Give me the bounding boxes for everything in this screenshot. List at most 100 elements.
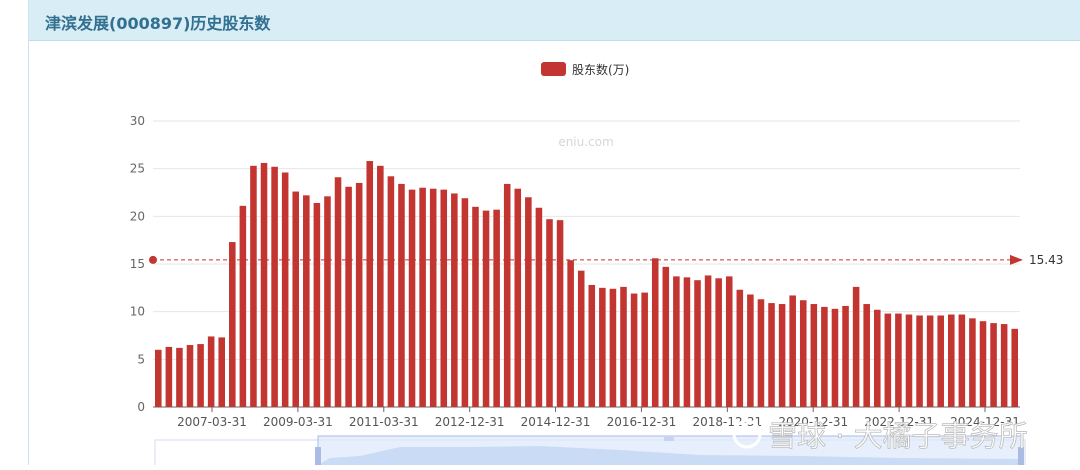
bar	[799, 300, 807, 407]
bar	[355, 182, 363, 407]
bar	[218, 337, 226, 407]
bar	[757, 299, 765, 407]
bar	[599, 287, 606, 407]
bar	[884, 313, 892, 407]
bar	[683, 277, 691, 407]
bar	[778, 304, 786, 407]
bar	[958, 314, 966, 407]
x-tick-label: 2020-12-31	[778, 415, 848, 429]
bar	[895, 313, 902, 407]
bar	[334, 177, 342, 407]
y-tick-label: 10	[130, 305, 145, 319]
bar	[990, 323, 997, 407]
y-tick-label: 20	[130, 209, 145, 223]
legend-label[interactable]: 股东数(万)	[572, 62, 629, 77]
datazoom-left-handle[interactable]	[315, 447, 321, 467]
bar	[937, 315, 944, 407]
bar	[588, 284, 596, 407]
bar	[852, 286, 860, 407]
bar	[1011, 328, 1018, 407]
bar	[482, 210, 490, 407]
bar	[673, 276, 680, 407]
x-tick-label: 2014-12-31	[521, 415, 591, 429]
bar	[176, 347, 183, 407]
bar	[556, 220, 564, 407]
markline-label: 15.43	[1029, 253, 1063, 267]
bar	[789, 295, 796, 407]
bar	[873, 309, 881, 407]
bar	[207, 336, 215, 407]
bar	[525, 197, 532, 407]
bar	[461, 198, 469, 407]
bar	[704, 275, 712, 407]
bar	[620, 286, 627, 407]
bar	[535, 207, 543, 407]
bar	[377, 165, 384, 407]
bar	[662, 266, 670, 407]
xueqiu-watermark-text: 雪球 · 大橘子事务所	[768, 419, 1028, 453]
bar	[303, 195, 310, 407]
bar	[281, 172, 289, 407]
x-tick-label: 2024-12-31	[950, 415, 1020, 429]
bar	[493, 209, 500, 407]
bar	[155, 349, 162, 407]
x-tick-label: 2018-12-31	[692, 415, 762, 429]
bar	[440, 189, 448, 407]
x-tick-label: 2009-03-31	[263, 415, 333, 429]
bar	[736, 289, 744, 407]
bar	[313, 202, 321, 407]
bar	[260, 162, 268, 407]
bar	[567, 260, 574, 407]
bar	[630, 293, 638, 407]
bar	[747, 294, 754, 407]
bar	[694, 280, 701, 407]
bar	[947, 314, 955, 407]
bar	[905, 314, 913, 407]
bar	[398, 183, 405, 407]
y-tick-label: 0	[137, 400, 145, 414]
bar	[641, 292, 648, 407]
x-tick-label: 2016-12-31	[607, 415, 677, 429]
bar	[292, 191, 300, 407]
bar	[969, 318, 976, 407]
bar	[324, 196, 331, 407]
xueqiu-watermark: 雪球 · 大橘子事务所	[732, 419, 1028, 453]
bar	[831, 308, 839, 407]
bar	[186, 345, 194, 407]
bar	[387, 176, 395, 407]
bar	[577, 270, 585, 407]
xueqiu-logo	[732, 419, 762, 449]
bar	[926, 315, 934, 407]
bar	[429, 188, 437, 407]
bar	[408, 189, 416, 407]
y-tick-label: 30	[130, 114, 145, 128]
bar	[451, 193, 458, 407]
x-tick-label: 2022-12-31	[864, 415, 934, 429]
markline-start-dot	[149, 255, 157, 264]
markline-arrow	[1010, 254, 1023, 265]
eniu-watermark: eniu.com	[558, 135, 613, 149]
bar	[419, 187, 426, 407]
bar	[863, 304, 870, 407]
y-tick-label: 15	[130, 257, 145, 271]
bar	[979, 321, 987, 407]
x-tick-label: 2011-03-31	[349, 415, 419, 429]
bar	[197, 344, 204, 407]
bar	[503, 183, 511, 407]
bar	[229, 242, 236, 407]
datazoom-right-handle[interactable]	[1018, 447, 1024, 467]
panel-header: 津滨发展(000897)历史股东数	[29, 0, 1080, 41]
panel-title: 津滨发展(000897)历史股东数	[45, 14, 271, 33]
bar	[810, 304, 818, 407]
datazoom-drag-grip[interactable]	[664, 437, 674, 441]
y-tick-label: 5	[137, 352, 145, 366]
bar	[715, 278, 722, 407]
bar	[842, 305, 849, 407]
bar	[651, 258, 659, 407]
datazoom-preview-area	[318, 446, 1020, 465]
legend-swatch[interactable]	[541, 62, 566, 76]
y-tick-label: 25	[130, 162, 145, 176]
bar	[1000, 324, 1008, 407]
bar	[472, 206, 479, 407]
